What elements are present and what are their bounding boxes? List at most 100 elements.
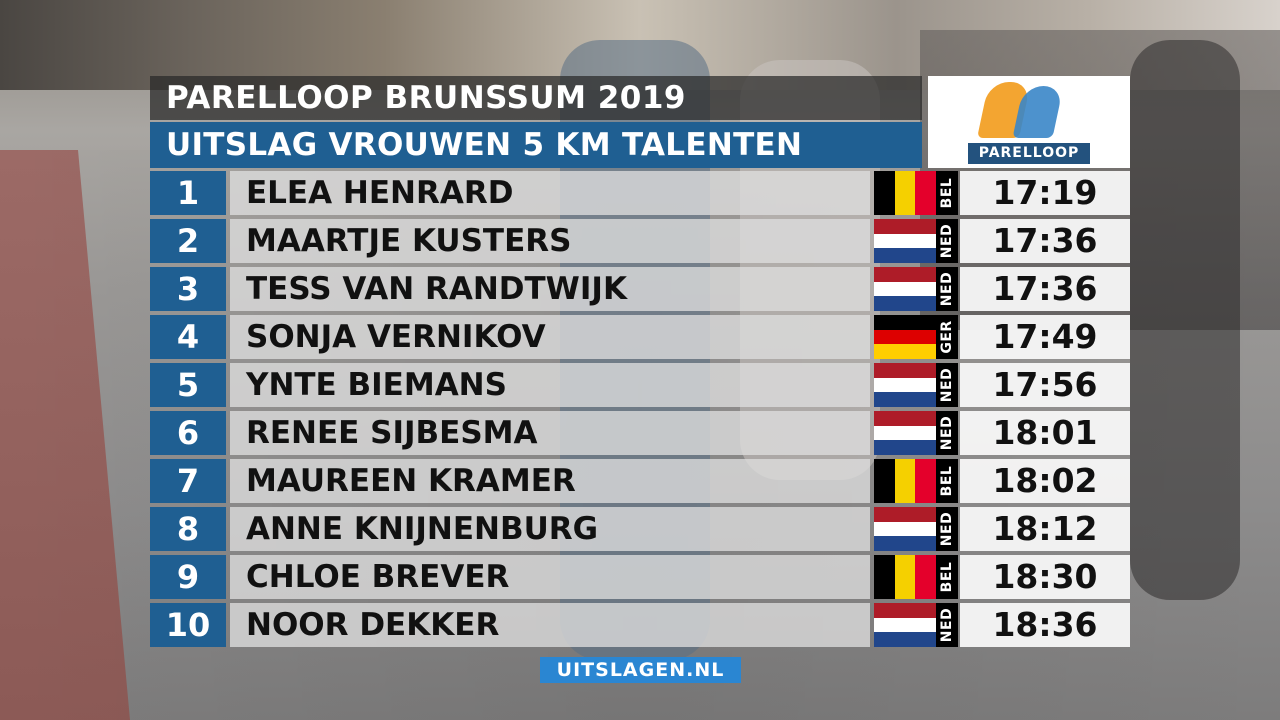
- flag-stripe: [874, 425, 936, 441]
- flag-stripe: [915, 171, 936, 215]
- flag-stripe: [874, 171, 896, 215]
- flag-stripe: [874, 329, 936, 345]
- country-code: NED: [939, 367, 955, 403]
- country-flag-icon: [874, 555, 936, 599]
- country-code: NED: [939, 607, 955, 643]
- flag-stripe: [874, 521, 936, 537]
- athlete-name: CHLOE BREVER: [230, 555, 870, 599]
- athlete-name: TESS VAN RANDTWIJK: [230, 267, 870, 311]
- flag-stripe: [874, 411, 936, 427]
- flag-stripe: [874, 233, 936, 249]
- finish-time: 17:56: [960, 363, 1130, 407]
- country-code: NED: [939, 511, 955, 547]
- rank-cell: 1: [150, 171, 226, 215]
- result-row: 10 NOOR DEKKER NED 18:36: [150, 603, 1130, 647]
- country-code: NED: [939, 271, 955, 307]
- country-flag-icon: [874, 459, 936, 503]
- flag-stripe: [874, 363, 936, 379]
- flag-stripe: [874, 507, 936, 523]
- flag-stripe: [874, 281, 936, 297]
- rank-cell: 6: [150, 411, 226, 455]
- rank-cell: 4: [150, 315, 226, 359]
- event-title: PARELLOOP BRUNSSUM 2019: [166, 80, 687, 116]
- athlete-name: NOOR DEKKER: [230, 603, 870, 647]
- country-code: BEL: [939, 561, 955, 593]
- flag-stripe: [874, 440, 936, 455]
- flag-stripe: [874, 617, 936, 633]
- country-flag-icon: [874, 219, 936, 263]
- country-code: BEL: [939, 177, 955, 209]
- result-row: 6 RENEE SIJBESMA NED 18:01: [150, 411, 1130, 455]
- rank-cell: 5: [150, 363, 226, 407]
- rank-cell: 3: [150, 267, 226, 311]
- rank-cell: 8: [150, 507, 226, 551]
- finish-time: 18:01: [960, 411, 1130, 455]
- athlete-name: RENEE SIJBESMA: [230, 411, 870, 455]
- country-code: NED: [939, 415, 955, 451]
- country-flag-icon: [874, 363, 936, 407]
- flag-stripe: [874, 296, 936, 311]
- country-code-cell: NED: [936, 411, 958, 455]
- flag-stripe: [874, 377, 936, 393]
- rank-cell: 2: [150, 219, 226, 263]
- flag-stripe: [915, 459, 936, 503]
- country-code-cell: GER: [936, 315, 958, 359]
- flag-stripe: [874, 315, 936, 331]
- flag-stripe: [874, 344, 936, 359]
- country-flag-icon: [874, 171, 936, 215]
- country-code-cell: NED: [936, 267, 958, 311]
- flag-stripe: [894, 171, 916, 215]
- result-row: 7 MAUREEN KRAMER BEL 18:02: [150, 459, 1130, 503]
- flag-stripe: [874, 459, 896, 503]
- flag-stripe: [874, 267, 936, 283]
- flag-stripe: [874, 536, 936, 551]
- finish-time: 17:36: [960, 219, 1130, 263]
- flag-stripe: [874, 248, 936, 263]
- title-bar: PARELLOOP BRUNSSUM 2019: [150, 76, 922, 120]
- country-code: BEL: [939, 465, 955, 497]
- athlete-name: ELEA HENRARD: [230, 171, 870, 215]
- finish-time: 18:30: [960, 555, 1130, 599]
- flag-stripe: [894, 555, 916, 599]
- country-flag-icon: [874, 315, 936, 359]
- country-code-cell: BEL: [936, 459, 958, 503]
- finish-time: 18:36: [960, 603, 1130, 647]
- country-flag-icon: [874, 267, 936, 311]
- finish-time: 17:36: [960, 267, 1130, 311]
- flag-stripe: [894, 459, 916, 503]
- result-row: 4 SONJA VERNIKOV GER 17:49: [150, 315, 1130, 359]
- country-code: GER: [939, 320, 955, 354]
- athlete-name: SONJA VERNIKOV: [230, 315, 870, 359]
- country-flag-icon: [874, 603, 936, 647]
- result-row: 8 ANNE KNIJNENBURG NED 18:12: [150, 507, 1130, 551]
- country-flag-icon: [874, 507, 936, 551]
- country-code: NED: [939, 223, 955, 259]
- country-code-cell: BEL: [936, 555, 958, 599]
- result-row: 2 MAARTJE KUSTERS NED 17:36: [150, 219, 1130, 263]
- athlete-name: ANNE KNIJNENBURG: [230, 507, 870, 551]
- country-code-cell: NED: [936, 507, 958, 551]
- parelloop-logo: PARELLOOP: [928, 76, 1130, 168]
- athlete-name: MAUREEN KRAMER: [230, 459, 870, 503]
- country-code-cell: NED: [936, 363, 958, 407]
- logo-wordmark: PARELLOOP: [968, 143, 1090, 164]
- country-flag-icon: [874, 411, 936, 455]
- country-code-cell: BEL: [936, 171, 958, 215]
- flag-stripe: [874, 392, 936, 407]
- finish-time: 17:19: [960, 171, 1130, 215]
- rank-cell: 10: [150, 603, 226, 647]
- flag-stripe: [874, 603, 936, 619]
- flag-stripe: [915, 555, 936, 599]
- result-row: 5 YNTE BIEMANS NED 17:56: [150, 363, 1130, 407]
- results-subtitle: UITSLAG VROUWEN 5 KM TALENTEN: [166, 127, 803, 163]
- finish-time: 17:49: [960, 315, 1130, 359]
- athlete-name: YNTE BIEMANS: [230, 363, 870, 407]
- flag-stripe: [874, 632, 936, 647]
- flag-stripe: [874, 555, 896, 599]
- result-row: 9 CHLOE BREVER BEL 18:30: [150, 555, 1130, 599]
- rank-cell: 9: [150, 555, 226, 599]
- country-code-cell: NED: [936, 603, 958, 647]
- result-row: 3 TESS VAN RANDTWIJK NED 17:36: [150, 267, 1130, 311]
- finish-time: 18:12: [960, 507, 1130, 551]
- athlete-name: MAARTJE KUSTERS: [230, 219, 870, 263]
